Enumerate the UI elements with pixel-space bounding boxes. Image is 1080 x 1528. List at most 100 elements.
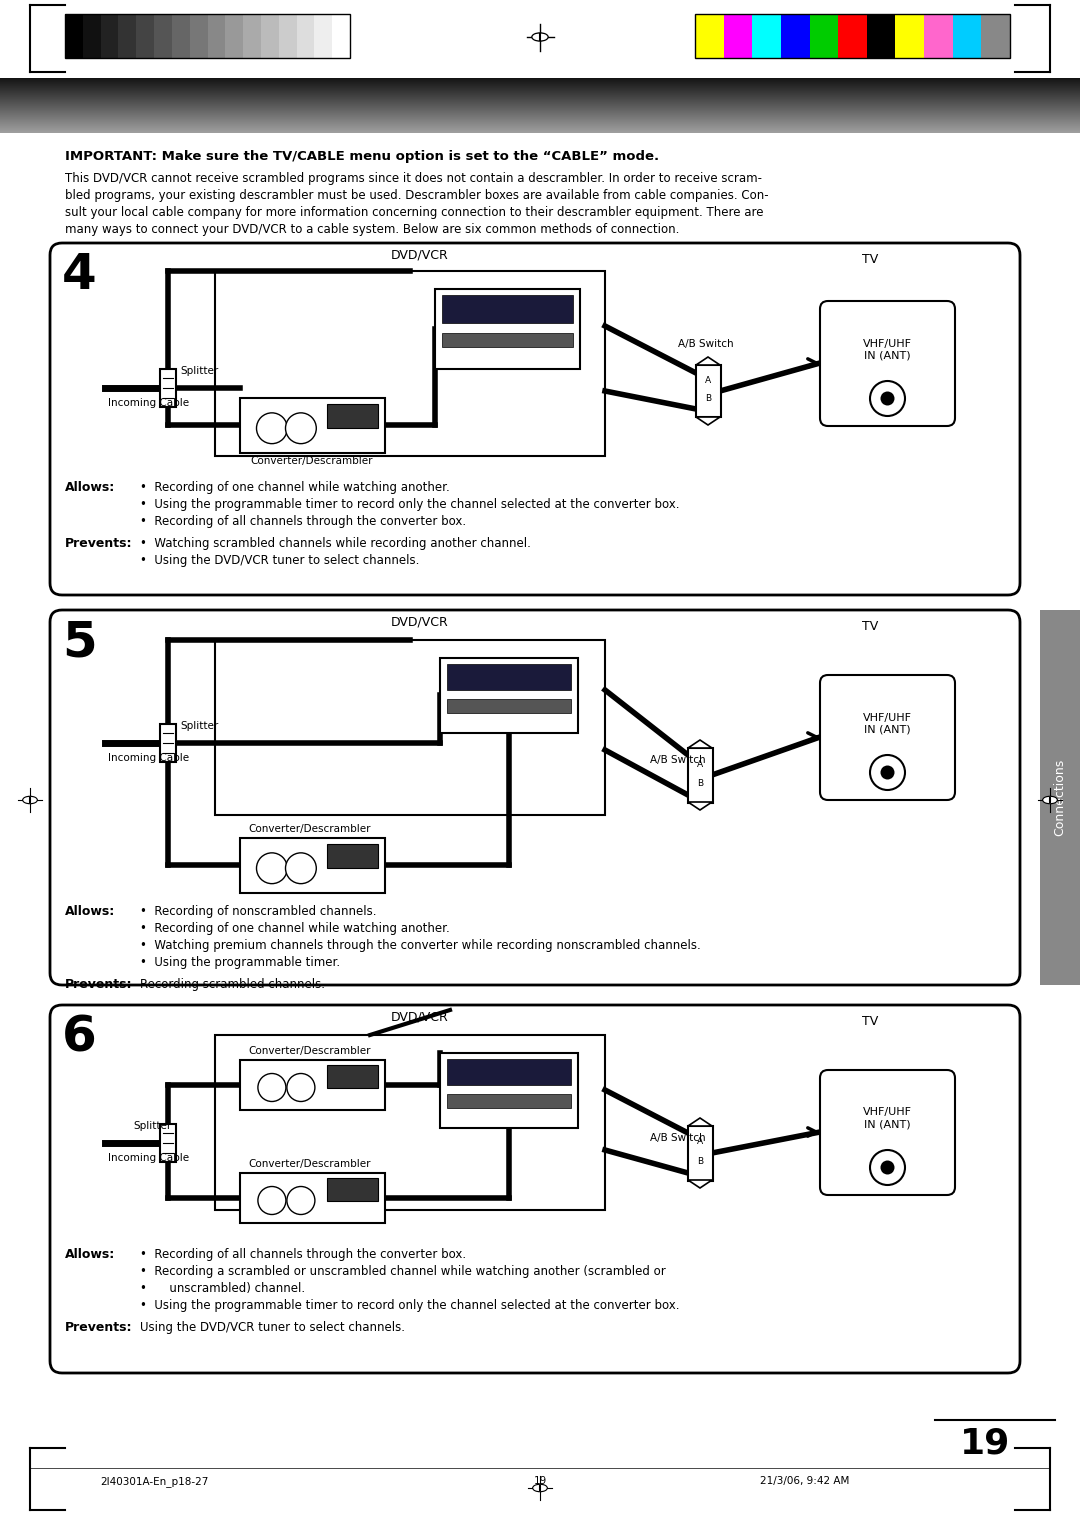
Text: Recording scrambled channels.: Recording scrambled channels. — [140, 978, 325, 992]
Circle shape — [870, 1151, 905, 1186]
Bar — [447, 1094, 571, 1108]
Bar — [753, 14, 781, 58]
Text: •  Recording a scrambled or unscrambled channel while watching another (scramble: • Recording a scrambled or unscrambled c… — [140, 1265, 665, 1277]
Polygon shape — [688, 802, 712, 810]
Text: 21/3/06, 9:42 AM: 21/3/06, 9:42 AM — [760, 1476, 849, 1487]
Text: Converter/Descrambler: Converter/Descrambler — [249, 455, 373, 466]
Text: 2I40301A-En_p18-27: 2I40301A-En_p18-27 — [100, 1476, 208, 1487]
Bar — [435, 289, 580, 368]
Bar — [867, 14, 895, 58]
Bar — [696, 365, 721, 417]
Text: sult your local cable company for more information concerning connection to thei: sult your local cable company for more i… — [65, 206, 764, 219]
Bar — [160, 1125, 176, 1161]
Bar — [226, 14, 243, 58]
Circle shape — [258, 1074, 286, 1102]
Bar — [100, 14, 119, 58]
FancyBboxPatch shape — [50, 1005, 1020, 1374]
Circle shape — [880, 391, 894, 405]
Text: Converter/Descrambler: Converter/Descrambler — [248, 1047, 370, 1056]
Text: •  Watching scrambled channels while recording another channel.: • Watching scrambled channels while reco… — [140, 536, 531, 550]
Text: TV: TV — [862, 254, 878, 266]
Bar — [172, 14, 190, 58]
Text: TV: TV — [862, 620, 878, 633]
Text: IMPORTANT: Make sure the TV/CABLE menu option is set to the “CABLE” mode.: IMPORTANT: Make sure the TV/CABLE menu o… — [65, 150, 659, 163]
Text: Incoming Cable: Incoming Cable — [108, 1154, 189, 1163]
Text: B: B — [697, 1157, 703, 1166]
Circle shape — [880, 766, 894, 779]
Ellipse shape — [532, 1484, 548, 1491]
Ellipse shape — [531, 34, 549, 41]
Bar — [154, 14, 172, 58]
Ellipse shape — [534, 34, 546, 40]
Text: A/B Switch: A/B Switch — [650, 1132, 705, 1143]
Text: •  Using the programmable timer to record only the channel selected at the conve: • Using the programmable timer to record… — [140, 498, 679, 510]
Text: B: B — [705, 394, 711, 403]
Circle shape — [870, 755, 905, 790]
Text: Splitter: Splitter — [180, 367, 218, 376]
Text: bled programs, your existing descrambler must be used. Descrambler boxes are ava: bled programs, your existing descrambler… — [65, 189, 769, 202]
FancyBboxPatch shape — [820, 675, 955, 801]
Bar — [261, 14, 279, 58]
Text: Converter/Descrambler: Converter/Descrambler — [248, 824, 370, 834]
FancyBboxPatch shape — [820, 301, 955, 426]
Bar — [327, 1065, 378, 1088]
Polygon shape — [688, 1118, 712, 1126]
Bar — [440, 659, 578, 733]
Bar — [333, 14, 350, 58]
Bar — [190, 14, 207, 58]
Bar — [327, 1178, 378, 1201]
Ellipse shape — [24, 798, 36, 802]
Ellipse shape — [1044, 798, 1056, 802]
Bar — [83, 14, 100, 58]
Text: A: A — [697, 1137, 703, 1146]
Bar — [65, 14, 83, 58]
Bar — [279, 14, 297, 58]
FancyBboxPatch shape — [50, 243, 1020, 594]
Text: A/B Switch: A/B Switch — [650, 755, 705, 766]
Bar — [1040, 610, 1080, 986]
Bar — [0, 0, 1080, 78]
Text: A: A — [697, 759, 703, 769]
Text: Converter/Descrambler: Converter/Descrambler — [248, 1160, 370, 1169]
Text: Prevents:: Prevents: — [65, 536, 133, 550]
Circle shape — [870, 380, 905, 416]
Circle shape — [257, 413, 287, 443]
Text: •  Using the DVD/VCR tuner to select channels.: • Using the DVD/VCR tuner to select chan… — [140, 555, 419, 567]
Polygon shape — [688, 1180, 712, 1187]
Bar — [240, 1060, 384, 1109]
Bar — [442, 295, 572, 324]
Bar — [240, 1174, 384, 1222]
Bar — [447, 700, 571, 712]
Text: DVD/VCR: DVD/VCR — [391, 614, 449, 628]
Bar — [688, 749, 713, 804]
Text: Splitter: Splitter — [180, 721, 218, 730]
Bar — [207, 14, 226, 58]
Bar — [314, 14, 333, 58]
Bar — [215, 1034, 605, 1210]
Text: Allows:: Allows: — [65, 481, 116, 494]
Ellipse shape — [534, 1485, 546, 1490]
Bar — [440, 1053, 578, 1128]
Text: Splitter: Splitter — [133, 1122, 172, 1131]
Text: Prevents:: Prevents: — [65, 978, 133, 992]
FancyBboxPatch shape — [50, 610, 1020, 986]
Text: 4: 4 — [62, 251, 97, 299]
Text: Incoming Cable: Incoming Cable — [108, 397, 189, 408]
Text: Prevents:: Prevents: — [65, 1322, 133, 1334]
Text: 5: 5 — [62, 617, 97, 666]
Text: •  Using the programmable timer to record only the channel selected at the conve: • Using the programmable timer to record… — [140, 1299, 679, 1313]
Bar — [696, 14, 1010, 58]
Bar — [327, 843, 378, 868]
Circle shape — [285, 853, 316, 883]
Bar — [442, 333, 572, 347]
Bar — [810, 14, 838, 58]
Text: 6: 6 — [62, 1013, 97, 1060]
Text: •  Recording of all channels through the converter box.: • Recording of all channels through the … — [140, 515, 467, 529]
Text: VHF/UHF
IN (ANT): VHF/UHF IN (ANT) — [863, 1108, 912, 1129]
Text: VHF/UHF
IN (ANT): VHF/UHF IN (ANT) — [863, 339, 912, 361]
Text: •  Watching premium channels through the converter while recording nonscrambled : • Watching premium channels through the … — [140, 940, 701, 952]
Bar — [953, 14, 982, 58]
Text: A: A — [705, 376, 711, 385]
Ellipse shape — [23, 796, 37, 804]
Circle shape — [258, 1187, 286, 1215]
